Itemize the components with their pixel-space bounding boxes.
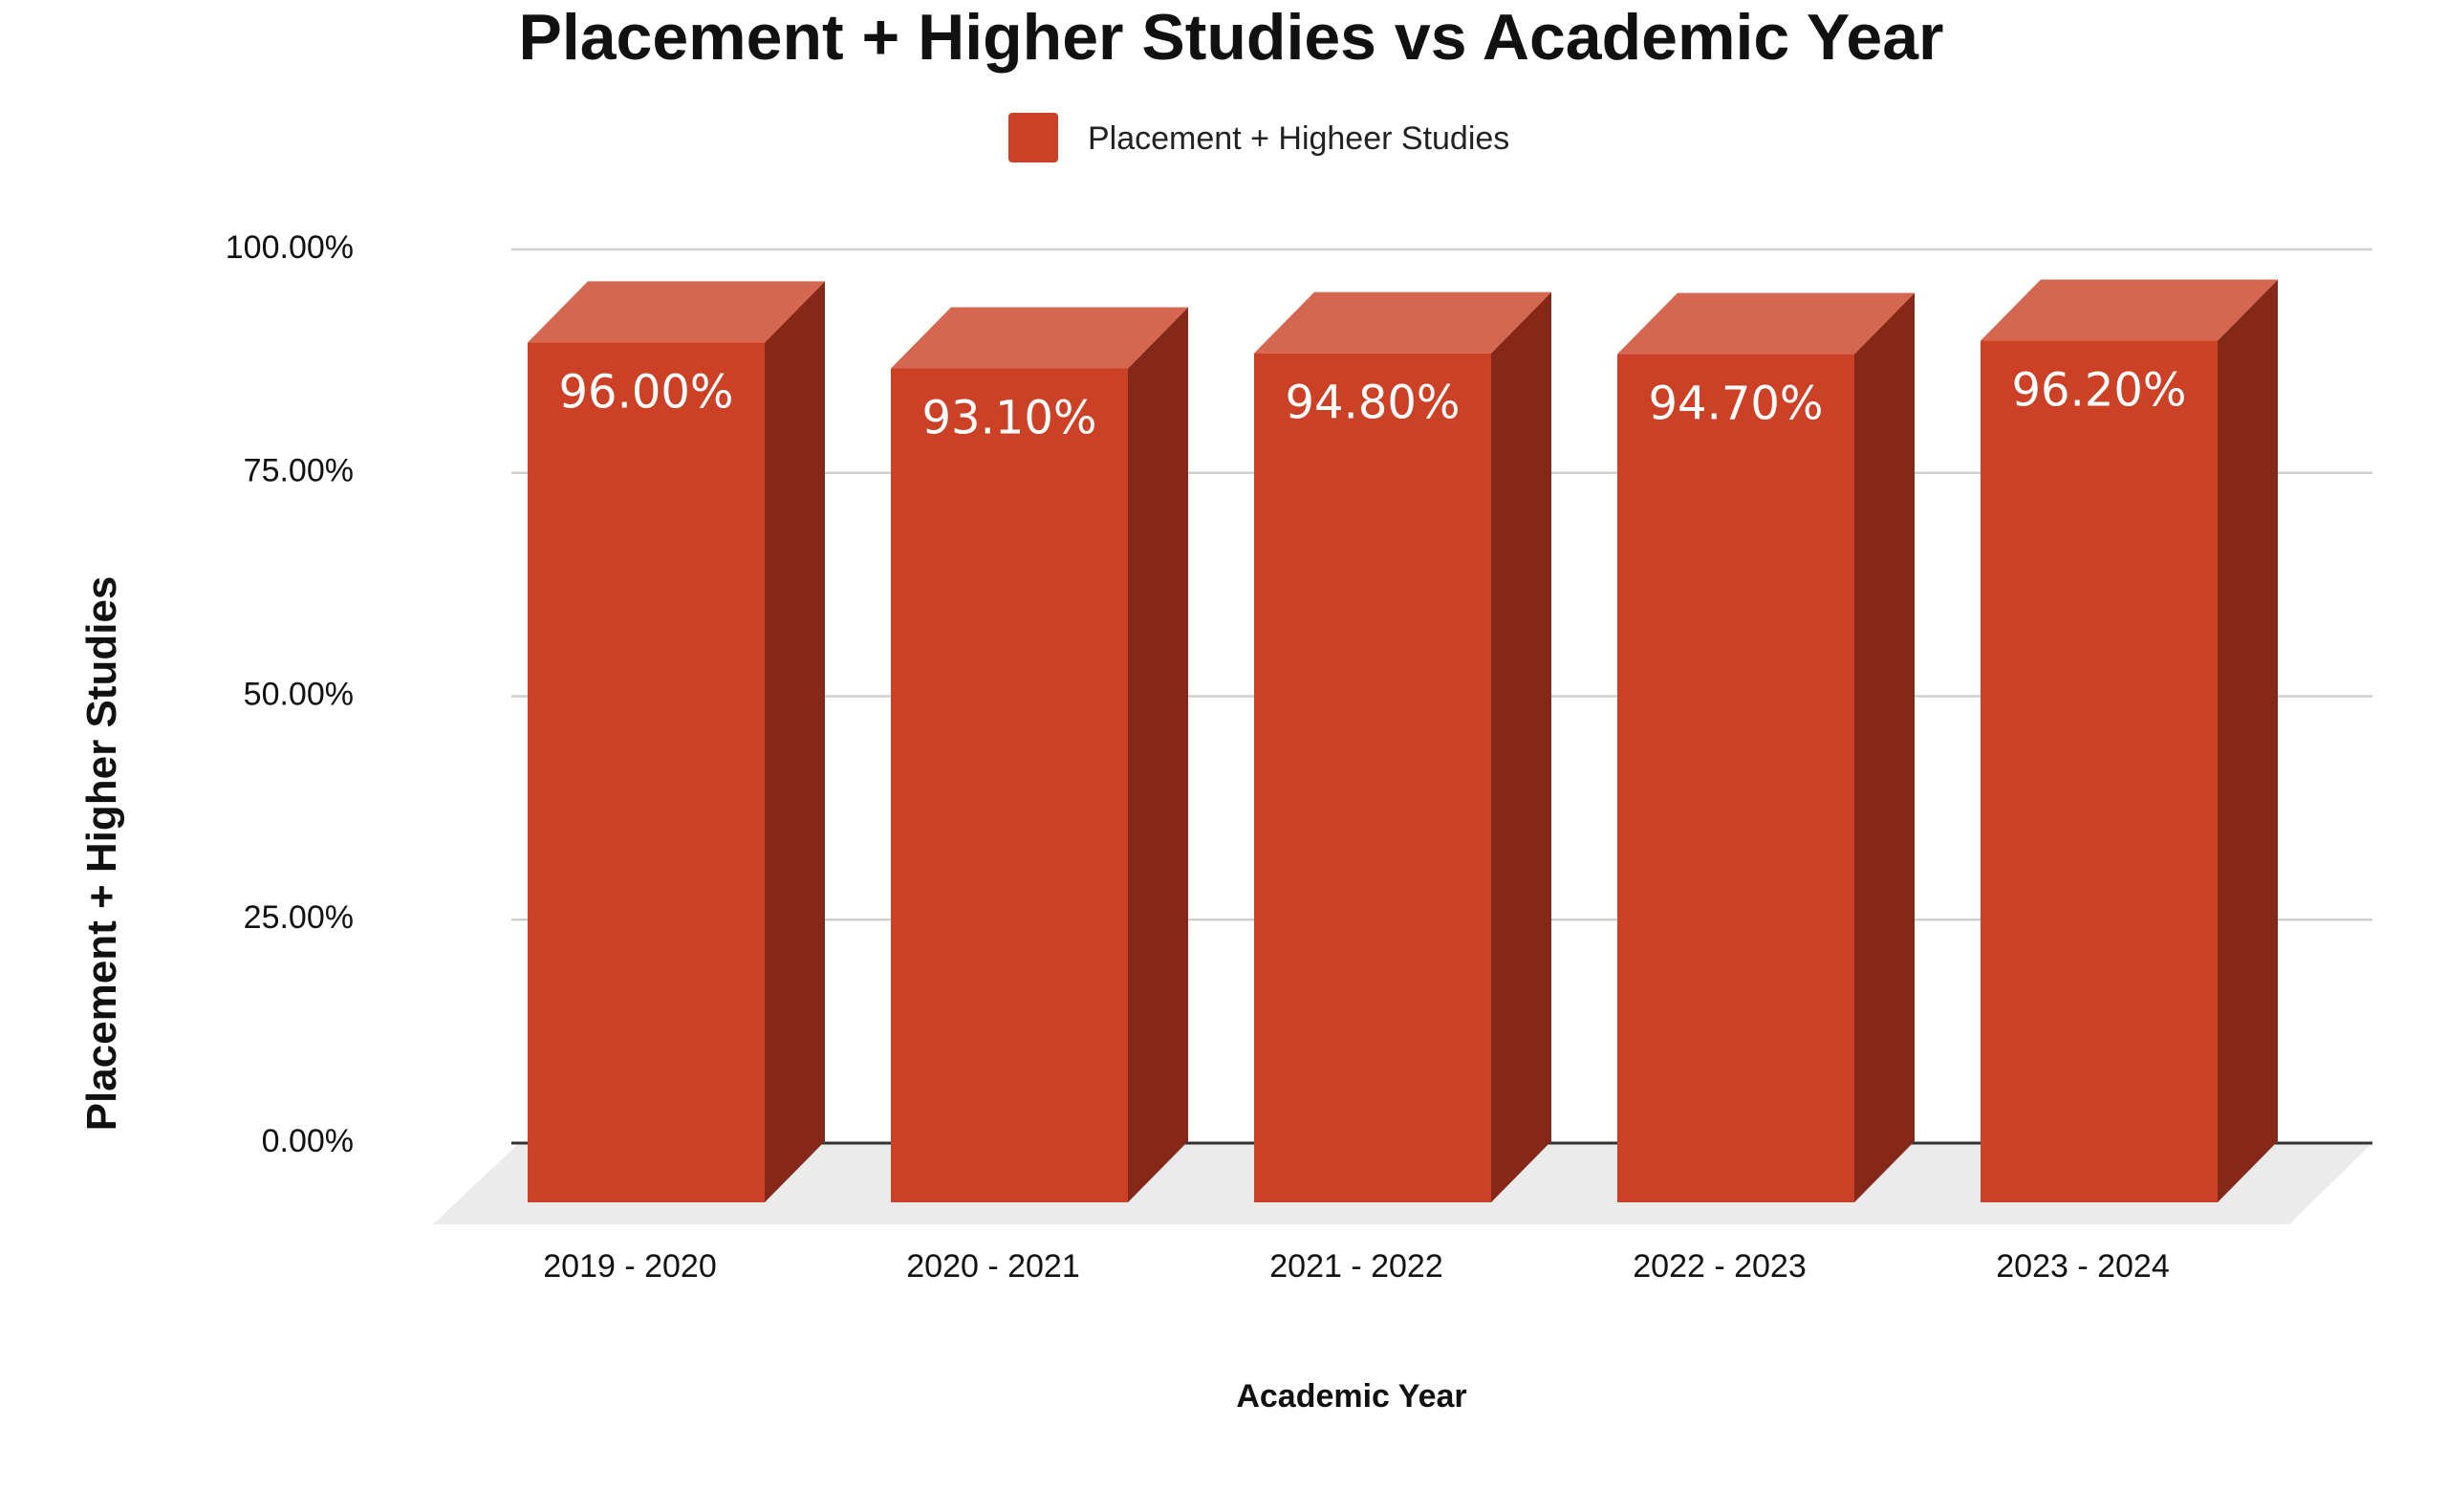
x-axis-ticks: 2019 - 2020 2020 - 2021 2021 - 2022 2022 - … [543,1248,2170,1285]
y-tick-label: 50.00% [244,676,354,712]
data-label: 94.70% [1648,378,1823,431]
bar-top-face [891,307,1188,369]
bar-top-face [1617,292,1915,355]
bar-2021-2022: 94.80% [1254,292,1551,1202]
x-tick-label: 2019 - 2020 [543,1248,717,1285]
y-axis-title: Placement + Higher Studies [78,576,125,1132]
legend-swatch [1008,113,1058,162]
bar-side-face [2218,279,2278,1202]
y-tick-label: 75.00% [244,453,354,489]
x-tick-label: 2021 - 2022 [1269,1248,1443,1285]
bar-2020-2021: 93.10% [891,307,1188,1202]
legend: Placement + Higheer Studies [1008,113,1509,162]
data-label: 93.10% [921,392,1096,445]
bar-front-face [1254,353,1491,1202]
chart-title: Placement + Higher Studies vs Academic Y… [518,1,1943,74]
bar-2023-2024: 96.20% [1981,279,2278,1202]
x-tick-label: 2020 - 2021 [906,1248,1080,1285]
bar-top-face [1254,292,1551,354]
data-label: 96.20% [2011,364,2186,418]
data-label: 96.00% [558,365,733,419]
y-tick-label: 100.00% [226,229,354,266]
bar-2019-2020: 96.00% [528,281,825,1202]
bar-front-face [528,342,765,1202]
x-tick-label: 2022 - 2023 [1633,1248,1807,1285]
y-axis-ticks: 0.00% 25.00% 50.00% 75.00% 100.00% [226,229,354,1159]
bar-front-face [1981,340,2218,1202]
legend-label: Placement + Higheer Studies [1088,120,1509,157]
bar-2022-2023: 94.70% [1617,292,1915,1202]
bar-side-face [1854,292,1915,1202]
bar-top-face [528,281,825,343]
bar-top-face [1981,279,2278,341]
bar-side-face [1128,307,1188,1202]
x-axis-title: Academic Year [1236,1378,1466,1415]
y-tick-label: 0.00% [262,1123,354,1159]
bar-side-face [765,281,825,1202]
y-tick-label: 25.00% [244,899,354,936]
bar-front-face [891,368,1128,1202]
bars: 96.00% 93.10% 94.80% 94.70% 96.20% [528,279,2278,1202]
data-label: 94.80% [1285,377,1460,430]
bar-front-face [1617,354,1854,1202]
bar-side-face [1491,292,1551,1202]
x-tick-label: 2023 - 2024 [1996,1248,2170,1285]
